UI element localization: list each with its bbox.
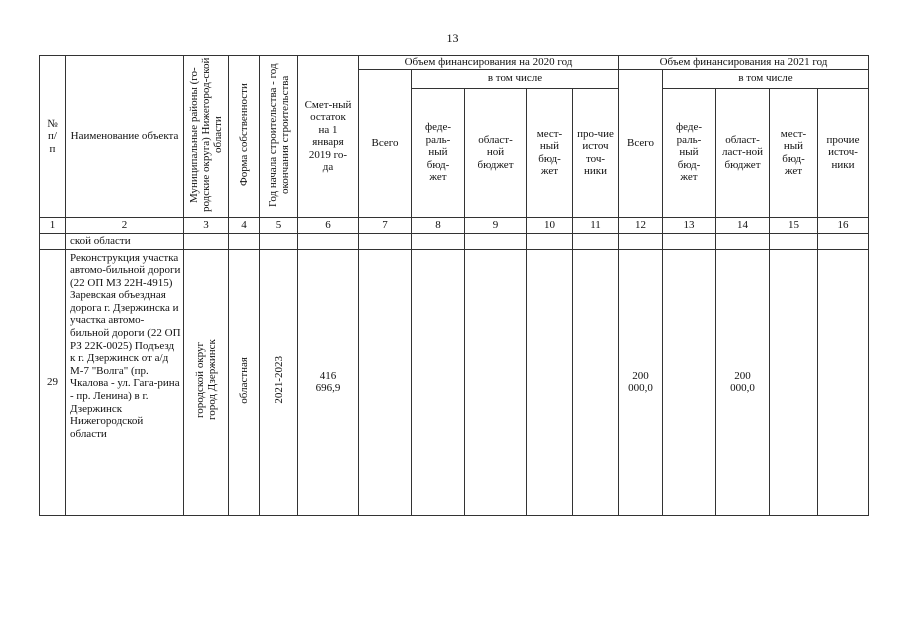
column-number: 2 bbox=[65, 216, 184, 234]
table-row: 29 Реконструкция участка автомо-бильной … bbox=[39, 248, 869, 516]
header-incl-2020: в том числе bbox=[411, 68, 619, 89]
header-remainder: Смет-ный остаток на 1 января 2019 го-да bbox=[297, 55, 359, 218]
header-group-2020: Объем финансирования на 2020 год bbox=[358, 55, 619, 70]
column-number: 12 bbox=[618, 216, 663, 234]
header-ownership: Форма собственности bbox=[238, 83, 250, 186]
header-fed-2020: феде-раль-ный бюд-жет bbox=[411, 87, 465, 218]
continuation-text: ской области bbox=[65, 232, 184, 250]
column-number: 4 bbox=[228, 216, 260, 234]
object-name: Реконструкция участка автомо-бильной дор… bbox=[65, 248, 184, 516]
column-number-row: 1 2 3 4 5 6 7 8 9 10 11 12 13 14 15 16 bbox=[39, 216, 869, 234]
header-group-2021: Объем финансирования на 2021 год bbox=[618, 55, 869, 70]
column-number: 15 bbox=[769, 216, 818, 234]
column-number: 9 bbox=[464, 216, 527, 234]
header-years: Год начала строительства - год окончания… bbox=[266, 62, 291, 207]
header-incl-2021: в том числе bbox=[662, 68, 869, 89]
remainder: 416 696,9 bbox=[297, 248, 359, 516]
header-fed-2021: феде-раль-ный бюд-жет bbox=[662, 87, 716, 218]
financing-table: № п/ п Наименование объекта Муниципальны… bbox=[39, 55, 869, 516]
column-number: 5 bbox=[259, 216, 298, 234]
continuation-row: ской области bbox=[39, 232, 869, 250]
header-loc-2020: мест-ный бюд-жет bbox=[526, 87, 573, 218]
header-oth-2021: прочие источ-ники bbox=[817, 87, 869, 218]
column-number: 16 bbox=[817, 216, 869, 234]
header-object-name: Наименование объекта bbox=[65, 55, 184, 218]
column-number: 1 bbox=[39, 216, 66, 234]
header-loc-2021: мест-ный бюд-жет bbox=[769, 87, 818, 218]
header-obl-2021: област-ласт-ной бюджет bbox=[715, 87, 770, 218]
column-number: 10 bbox=[526, 216, 573, 234]
page-number: 13 bbox=[446, 31, 459, 45]
ownership: областная bbox=[238, 356, 250, 404]
column-number: 11 bbox=[572, 216, 619, 234]
years: 2021-2023 bbox=[272, 356, 285, 405]
district: городской округ город Дзержинск bbox=[194, 339, 218, 421]
header-number: № п/ п bbox=[39, 55, 66, 218]
column-number: 8 bbox=[411, 216, 465, 234]
header-total-2020: Всего bbox=[358, 68, 412, 218]
total-2021: 200 000,0 bbox=[618, 248, 663, 516]
column-number: 13 bbox=[662, 216, 716, 234]
obl-2021: 200 000,0 bbox=[715, 248, 770, 516]
column-number: 6 bbox=[297, 216, 359, 234]
header-district: Муниципальные районы (го-родские округа)… bbox=[188, 57, 224, 212]
column-number: 3 bbox=[183, 216, 229, 234]
column-number: 14 bbox=[715, 216, 770, 234]
header-obl-2020: област-ной бюджет bbox=[464, 87, 527, 218]
row-number: 29 bbox=[39, 248, 66, 516]
header-total-2021: Всего bbox=[618, 68, 663, 218]
column-number: 7 bbox=[358, 216, 412, 234]
header-oth-2020: про-чие источ точ-ники bbox=[572, 87, 619, 218]
